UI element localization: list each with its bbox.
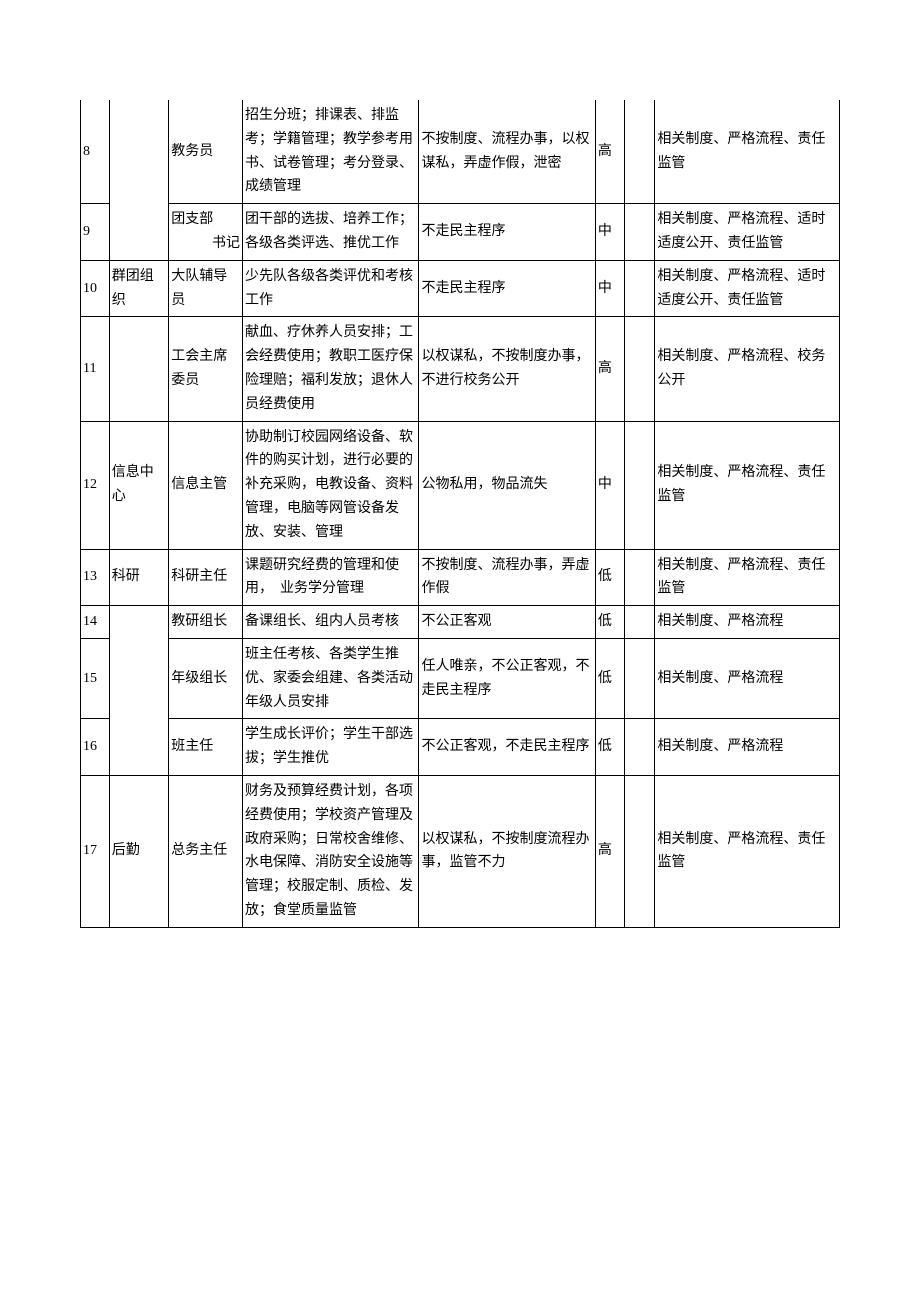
cell-measure: 相关制度、严格流程 — [655, 606, 840, 639]
cell-blank — [624, 421, 655, 549]
cell-risk: 公物私用，物品流失 — [419, 421, 595, 549]
cell-measure: 相关制度、严格流程、责任监管 — [655, 775, 840, 927]
table-row: 8 教务员 招生分班；排课表、排监考；学籍管理；教学参考用书、试卷管理；考分登录… — [81, 100, 840, 204]
cell-dept — [109, 606, 168, 639]
cell-duty: 课题研究经费的管理和使用， 业务学分管理 — [243, 549, 419, 606]
cell-blank — [624, 317, 655, 421]
cell-risk: 不按制度、流程办事，弄虚作假 — [419, 549, 595, 606]
cell-measure: 相关制度、严格流程、责任监管 — [655, 100, 840, 204]
cell-dept — [109, 100, 168, 204]
cell-num: 14 — [81, 606, 110, 639]
cell-measure: 相关制度、严格流程、责任监管 — [655, 549, 840, 606]
cell-num: 10 — [81, 260, 110, 317]
cell-num: 13 — [81, 549, 110, 606]
cell-dept: 信息中心 — [109, 421, 168, 549]
cell-dept: 后勤 — [109, 775, 168, 927]
cell-measure: 相关制度、严格流程 — [655, 719, 840, 776]
cell-dept — [109, 317, 168, 421]
cell-role: 信息主管 — [169, 421, 243, 549]
role-line1: 团支部 — [171, 212, 213, 227]
cell-duty: 献血、疗休养人员安排；工会经费使用；教职工医疗保险理赔；福利发放；退休人员经费使… — [243, 317, 419, 421]
cell-num: 16 — [81, 719, 110, 776]
cell-measure: 相关制度、严格流程、责任监管 — [655, 421, 840, 549]
table-row: 15 年级组长 班主任考核、各类学生推优、家委会组建、各类活动年级人员安排 任人… — [81, 638, 840, 718]
cell-blank — [624, 204, 655, 261]
cell-level: 中 — [595, 421, 624, 549]
cell-blank — [624, 719, 655, 776]
cell-blank — [624, 638, 655, 718]
cell-level: 低 — [595, 638, 624, 718]
cell-measure: 相关制度、严格流程、适时适度公开、责任监管 — [655, 204, 840, 261]
risk-table: 8 教务员 招生分班；排课表、排监考；学籍管理；教学参考用书、试卷管理；考分登录… — [80, 100, 840, 928]
cell-duty: 财务及预算经费计划，各项经费使用；学校资产管理及政府采购；日常校舍维修、水电保障… — [243, 775, 419, 927]
cell-level: 低 — [595, 549, 624, 606]
table-row: 17 后勤 总务主任 财务及预算经费计划，各项经费使用；学校资产管理及政府采购；… — [81, 775, 840, 927]
cell-level: 低 — [595, 719, 624, 776]
cell-dept — [109, 638, 168, 718]
cell-blank — [624, 549, 655, 606]
table-row: 14 教研组长 备课组长、组内人员考核 不公正客观 低 相关制度、严格流程 — [81, 606, 840, 639]
cell-risk: 不公正客观 — [419, 606, 595, 639]
cell-duty: 招生分班；排课表、排监考；学籍管理；教学参考用书、试卷管理；考分登录、成绩管理 — [243, 100, 419, 204]
cell-dept: 群团组织 — [109, 260, 168, 317]
cell-duty: 班主任考核、各类学生推优、家委会组建、各类活动年级人员安排 — [243, 638, 419, 718]
role-line2: 书记 — [171, 232, 240, 256]
cell-level: 中 — [595, 204, 624, 261]
cell-num: 15 — [81, 638, 110, 718]
cell-blank — [624, 100, 655, 204]
cell-num: 12 — [81, 421, 110, 549]
cell-duty: 学生成长评价；学生干部选拔；学生推优 — [243, 719, 419, 776]
cell-role: 教务员 — [169, 100, 243, 204]
cell-role: 年级组长 — [169, 638, 243, 718]
cell-measure: 相关制度、严格流程、校务公开 — [655, 317, 840, 421]
table-row: 10 群团组织 大队辅导员 少先队各级各类评优和考核工作 不走民主程序 中 相关… — [81, 260, 840, 317]
cell-risk: 不公正客观，不走民主程序 — [419, 719, 595, 776]
cell-duty: 协助制订校园网络设备、软件的购买计划，进行必要的补充采购，电教设备、资料管理，电… — [243, 421, 419, 549]
cell-role: 科研主任 — [169, 549, 243, 606]
cell-num: 11 — [81, 317, 110, 421]
table-row: 13 科研 科研主任 课题研究经费的管理和使用， 业务学分管理 不按制度、流程办… — [81, 549, 840, 606]
cell-role: 大队辅导员 — [169, 260, 243, 317]
cell-level: 中 — [595, 260, 624, 317]
cell-measure: 相关制度、严格流程 — [655, 638, 840, 718]
cell-num: 17 — [81, 775, 110, 927]
table-row: 11 工会主席委员 献血、疗休养人员安排；工会经费使用；教职工医疗保险理赔；福利… — [81, 317, 840, 421]
table-row: 12 信息中心 信息主管 协助制订校园网络设备、软件的购买计划，进行必要的补充采… — [81, 421, 840, 549]
cell-measure: 相关制度、严格流程、适时适度公开、责任监管 — [655, 260, 840, 317]
cell-role: 班主任 — [169, 719, 243, 776]
table-row: 9 团支部 书记 团干部的选拔、培养工作；各级各类评选、推优工作 不走民主程序 … — [81, 204, 840, 261]
cell-role: 教研组长 — [169, 606, 243, 639]
cell-level: 高 — [595, 100, 624, 204]
cell-num: 8 — [81, 100, 110, 204]
cell-dept — [109, 204, 168, 261]
cell-duty: 团干部的选拔、培养工作；各级各类评选、推优工作 — [243, 204, 419, 261]
cell-dept — [109, 719, 168, 776]
cell-role: 总务主任 — [169, 775, 243, 927]
cell-level: 低 — [595, 606, 624, 639]
cell-dept: 科研 — [109, 549, 168, 606]
cell-role: 团支部 书记 — [169, 204, 243, 261]
cell-risk: 不走民主程序 — [419, 260, 595, 317]
cell-blank — [624, 775, 655, 927]
cell-risk: 以权谋私，不按制度办事，不进行校务公开 — [419, 317, 595, 421]
cell-risk: 以权谋私，不按制度流程办事，监管不力 — [419, 775, 595, 927]
cell-blank — [624, 260, 655, 317]
cell-role: 工会主席委员 — [169, 317, 243, 421]
cell-num: 9 — [81, 204, 110, 261]
cell-risk: 不按制度、流程办事，以权谋私，弄虚作假，泄密 — [419, 100, 595, 204]
cell-blank — [624, 606, 655, 639]
cell-risk: 任人唯亲，不公正客观，不走民主程序 — [419, 638, 595, 718]
cell-level: 高 — [595, 775, 624, 927]
table-row: 16 班主任 学生成长评价；学生干部选拔；学生推优 不公正客观，不走民主程序 低… — [81, 719, 840, 776]
cell-level: 高 — [595, 317, 624, 421]
cell-risk: 不走民主程序 — [419, 204, 595, 261]
cell-duty: 少先队各级各类评优和考核工作 — [243, 260, 419, 317]
cell-duty: 备课组长、组内人员考核 — [243, 606, 419, 639]
